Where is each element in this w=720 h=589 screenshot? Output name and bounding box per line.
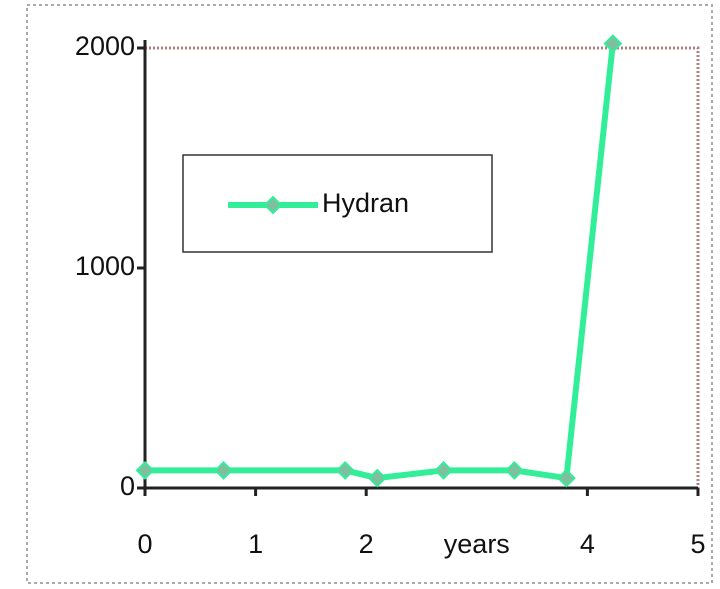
legend-marker (263, 195, 283, 215)
plot-border (143, 46, 700, 490)
x-tick-label: 1 (248, 529, 263, 559)
y-tick-label: 1000 (75, 251, 135, 281)
x-tick-label: 4 (580, 529, 595, 559)
series-line (145, 43, 616, 482)
legend: Hydran (182, 154, 493, 253)
marker (367, 468, 387, 488)
marker (434, 460, 454, 480)
y-tick-label: 0 (120, 471, 135, 501)
x-tick-label: 5 (690, 529, 705, 559)
marker (603, 34, 623, 54)
marker (556, 468, 576, 488)
marker (504, 460, 524, 480)
legend-label: Hydran (322, 188, 409, 218)
frame (26, 4, 713, 584)
x-axis-label: years (444, 529, 510, 559)
x-tick-label: 0 (137, 529, 152, 559)
marker (214, 460, 233, 480)
y-tick-label: 2000 (75, 31, 135, 61)
marker (335, 460, 355, 480)
marker (135, 460, 155, 480)
x-tick-label: 2 (359, 529, 374, 559)
